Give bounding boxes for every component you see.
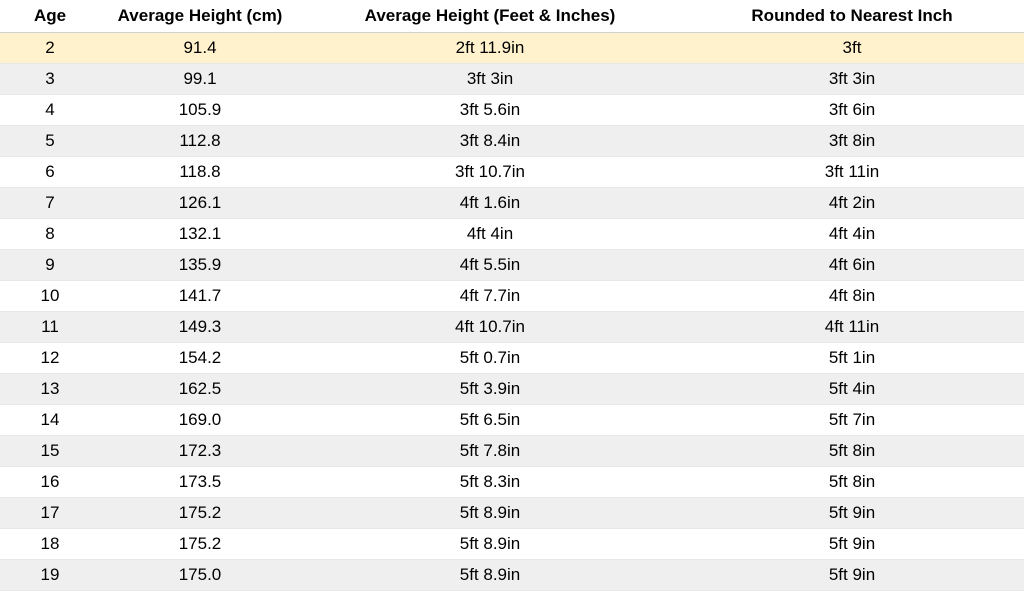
cell-cm: 175.0 — [100, 560, 300, 591]
table-row: 9135.94ft 5.5in4ft 6in — [0, 250, 1024, 281]
cell-rounded: 3ft 6in — [680, 95, 1024, 126]
cell-rounded: 5ft 7in — [680, 405, 1024, 436]
cell-age: 12 — [0, 343, 100, 374]
table-header-row: Age Average Height (cm) Average Height (… — [0, 0, 1024, 33]
table-row: 17175.25ft 8.9in5ft 9in — [0, 498, 1024, 529]
cell-age: 18 — [0, 529, 100, 560]
col-header-rounded: Rounded to Nearest Inch — [680, 0, 1024, 33]
cell-age: 6 — [0, 157, 100, 188]
cell-ftin: 5ft 7.8in — [300, 436, 680, 467]
table-row: 4105.93ft 5.6in3ft 6in — [0, 95, 1024, 126]
cell-age: 17 — [0, 498, 100, 529]
cell-rounded: 3ft 11in — [680, 157, 1024, 188]
cell-rounded: 3ft — [680, 33, 1024, 64]
cell-rounded: 5ft 9in — [680, 498, 1024, 529]
cell-age: 8 — [0, 219, 100, 250]
cell-rounded: 4ft 4in — [680, 219, 1024, 250]
height-table: Age Average Height (cm) Average Height (… — [0, 0, 1024, 591]
table-row: 10141.74ft 7.7in4ft 8in — [0, 281, 1024, 312]
table-row: 8132.14ft 4in4ft 4in — [0, 219, 1024, 250]
table-row: 13162.55ft 3.9in5ft 4in — [0, 374, 1024, 405]
cell-cm: 112.8 — [100, 126, 300, 157]
cell-cm: 105.9 — [100, 95, 300, 126]
cell-cm: 126.1 — [100, 188, 300, 219]
table-row: 5112.83ft 8.4in3ft 8in — [0, 126, 1024, 157]
table-row: 7126.14ft 1.6in4ft 2in — [0, 188, 1024, 219]
cell-cm: 91.4 — [100, 33, 300, 64]
cell-rounded: 5ft 9in — [680, 529, 1024, 560]
cell-rounded: 4ft 8in — [680, 281, 1024, 312]
cell-cm: 118.8 — [100, 157, 300, 188]
col-header-age: Age — [0, 0, 100, 33]
cell-ftin: 5ft 8.9in — [300, 560, 680, 591]
cell-age: 10 — [0, 281, 100, 312]
table-row: 19175.05ft 8.9in5ft 9in — [0, 560, 1024, 591]
cell-ftin: 2ft 11.9in — [300, 33, 680, 64]
cell-ftin: 4ft 7.7in — [300, 281, 680, 312]
cell-age: 13 — [0, 374, 100, 405]
cell-ftin: 5ft 8.9in — [300, 498, 680, 529]
cell-rounded: 4ft 6in — [680, 250, 1024, 281]
cell-rounded: 5ft 9in — [680, 560, 1024, 591]
cell-cm: 141.7 — [100, 281, 300, 312]
cell-age: 3 — [0, 64, 100, 95]
table-row: 15172.35ft 7.8in5ft 8in — [0, 436, 1024, 467]
cell-cm: 149.3 — [100, 312, 300, 343]
table-row: 16173.55ft 8.3in5ft 8in — [0, 467, 1024, 498]
cell-ftin: 5ft 3.9in — [300, 374, 680, 405]
cell-age: 2 — [0, 33, 100, 64]
cell-ftin: 3ft 8.4in — [300, 126, 680, 157]
cell-ftin: 3ft 3in — [300, 64, 680, 95]
cell-rounded: 5ft 8in — [680, 467, 1024, 498]
cell-age: 19 — [0, 560, 100, 591]
col-header-cm: Average Height (cm) — [100, 0, 300, 33]
cell-cm: 135.9 — [100, 250, 300, 281]
cell-cm: 175.2 — [100, 529, 300, 560]
table-row: 12154.25ft 0.7in5ft 1in — [0, 343, 1024, 374]
cell-cm: 173.5 — [100, 467, 300, 498]
cell-rounded: 5ft 4in — [680, 374, 1024, 405]
cell-ftin: 4ft 4in — [300, 219, 680, 250]
cell-rounded: 4ft 2in — [680, 188, 1024, 219]
cell-ftin: 3ft 5.6in — [300, 95, 680, 126]
cell-age: 14 — [0, 405, 100, 436]
cell-rounded: 4ft 11in — [680, 312, 1024, 343]
cell-age: 5 — [0, 126, 100, 157]
cell-ftin: 4ft 5.5in — [300, 250, 680, 281]
cell-ftin: 4ft 10.7in — [300, 312, 680, 343]
cell-age: 16 — [0, 467, 100, 498]
cell-cm: 169.0 — [100, 405, 300, 436]
cell-rounded: 3ft 3in — [680, 64, 1024, 95]
cell-cm: 172.3 — [100, 436, 300, 467]
table-row: 14169.05ft 6.5in5ft 7in — [0, 405, 1024, 436]
cell-ftin: 5ft 8.3in — [300, 467, 680, 498]
table-row: 6118.83ft 10.7in3ft 11in — [0, 157, 1024, 188]
table-row: 291.42ft 11.9in3ft — [0, 33, 1024, 64]
col-header-ftin: Average Height (Feet & Inches) — [300, 0, 680, 33]
cell-rounded: 3ft 8in — [680, 126, 1024, 157]
cell-age: 4 — [0, 95, 100, 126]
cell-age: 11 — [0, 312, 100, 343]
cell-ftin: 5ft 0.7in — [300, 343, 680, 374]
cell-ftin: 5ft 8.9in — [300, 529, 680, 560]
cell-cm: 132.1 — [100, 219, 300, 250]
table-row: 11149.34ft 10.7in4ft 11in — [0, 312, 1024, 343]
cell-cm: 99.1 — [100, 64, 300, 95]
cell-age: 15 — [0, 436, 100, 467]
cell-ftin: 4ft 1.6in — [300, 188, 680, 219]
cell-rounded: 5ft 1in — [680, 343, 1024, 374]
cell-cm: 154.2 — [100, 343, 300, 374]
cell-age: 7 — [0, 188, 100, 219]
cell-ftin: 5ft 6.5in — [300, 405, 680, 436]
cell-cm: 162.5 — [100, 374, 300, 405]
cell-rounded: 5ft 8in — [680, 436, 1024, 467]
cell-age: 9 — [0, 250, 100, 281]
table-row: 399.13ft 3in3ft 3in — [0, 64, 1024, 95]
cell-cm: 175.2 — [100, 498, 300, 529]
table-row: 18175.25ft 8.9in5ft 9in — [0, 529, 1024, 560]
cell-ftin: 3ft 10.7in — [300, 157, 680, 188]
